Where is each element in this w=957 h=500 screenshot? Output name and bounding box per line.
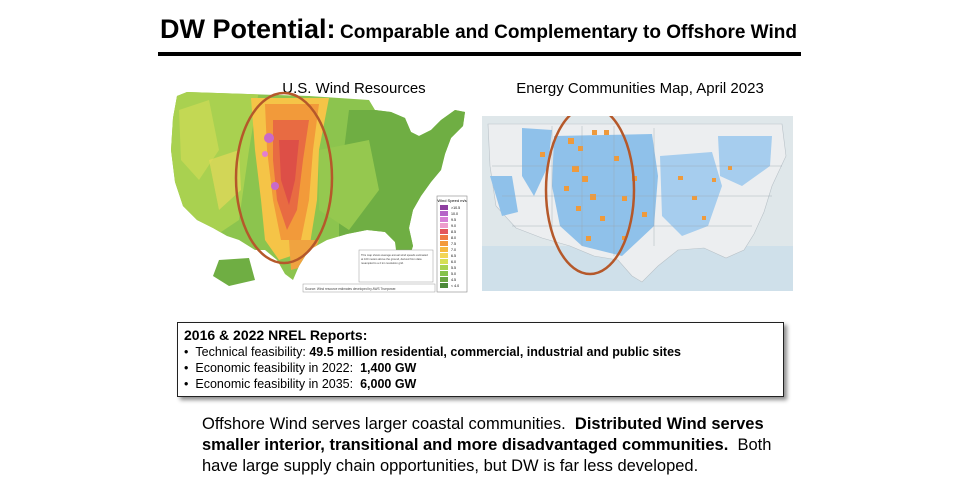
legend-swatch: [440, 265, 448, 270]
legend-label: 8.0: [451, 236, 456, 240]
legend-label: 6.0: [451, 260, 456, 264]
legend-label: < 4.0: [451, 284, 459, 288]
legend-swatch: [440, 259, 448, 264]
legend-label: >10.5: [451, 206, 460, 210]
legend-swatch: [440, 223, 448, 228]
legend-swatch: [440, 241, 448, 246]
slide-title-sub: Comparable and Complementary to Offshore…: [340, 22, 797, 43]
legend-label: 8.5: [451, 230, 456, 234]
energy-communities-map: [482, 116, 793, 291]
right-map-title: Energy Communities Map, April 2023: [516, 80, 764, 97]
legend-swatch: [440, 271, 448, 276]
legend-swatch: [440, 229, 448, 234]
legend-swatch: [440, 217, 448, 222]
legend-label: 5.5: [451, 266, 456, 270]
us-wind-resource-map: Wind Speed m/s >10.5 10.0 9.5 9.0 8.5 8.0 7.5 7…: [171, 91, 468, 293]
nrel-reports-title: 2016 & 2022 NREL Reports:: [184, 327, 368, 343]
slide-title-main: DW Potential:: [160, 14, 336, 44]
list-item: Technical feasibility: 49.5 million resi…: [184, 344, 783, 360]
legend-swatch: [440, 253, 448, 258]
legend-swatch: [440, 247, 448, 252]
legend-swatch: [440, 211, 448, 216]
nrel-reports-list: Technical feasibility: 49.5 million resi…: [184, 344, 783, 392]
legend-swatch: [440, 235, 448, 240]
slide-title: DW Potential: Comparable and Complementa…: [0, 14, 957, 45]
left-map-title: U.S. Wind Resources: [282, 80, 426, 97]
legend-label: 9.0: [451, 224, 456, 228]
legend-swatch: [440, 277, 448, 282]
legend-label: 7.0: [451, 248, 456, 252]
map-source: Source: Wind resource estimates develope…: [305, 287, 397, 291]
list-item: Economic feasibility in 2035: 6,000 GW: [184, 376, 783, 392]
legend-title: Wind Speed m/s: [437, 198, 466, 203]
legend-label: 7.5: [451, 242, 456, 246]
legend-label: 9.5: [451, 218, 456, 222]
title-underline: [158, 52, 801, 56]
map-note: This map shows average annual wind speed…: [361, 253, 428, 257]
closing-paragraph: Offshore Wind serves larger coastal comm…: [202, 415, 777, 475]
nrel-reports-box: 2016 & 2022 NREL Reports: Technical feas…: [177, 322, 784, 397]
svg-text:at 100 meters above the ground: at 100 meters above the ground, derived …: [361, 257, 422, 261]
svg-text:resampled to a 2 km resolution: resampled to a 2 km resolution grid.: [361, 261, 404, 265]
legend-label: 10.0: [451, 212, 458, 216]
list-item: Economic feasibility in 2022: 1,400 GW: [184, 360, 783, 376]
legend-swatch: [440, 205, 448, 210]
legend-swatch: [440, 283, 448, 288]
legend-label: 4.5: [451, 278, 456, 282]
legend-label: 6.5: [451, 254, 456, 258]
legend-label: 5.0: [451, 272, 456, 276]
